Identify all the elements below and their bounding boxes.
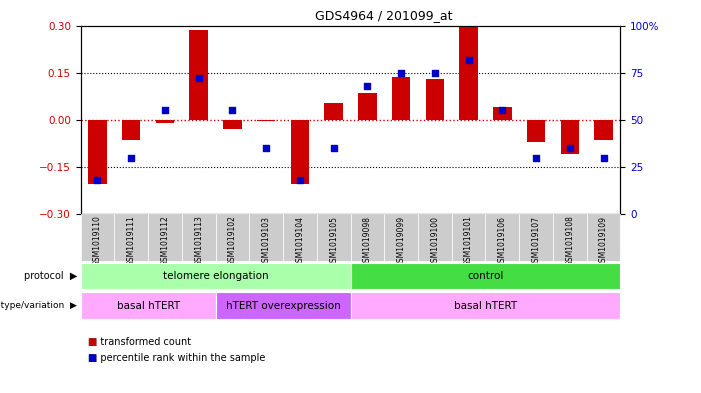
Point — [497, 107, 508, 114]
Bar — [250, 214, 283, 261]
Bar — [459, 26, 478, 120]
Text: ■ percentile rank within the sample: ■ percentile rank within the sample — [88, 353, 265, 363]
Text: GSM1019112: GSM1019112 — [161, 216, 170, 266]
Bar — [81, 292, 216, 319]
Text: ■ transformed count: ■ transformed count — [88, 337, 191, 347]
Bar — [257, 120, 275, 121]
Bar — [519, 214, 553, 261]
Bar — [561, 120, 579, 154]
Text: GSM1019107: GSM1019107 — [531, 216, 540, 266]
Bar — [283, 214, 317, 261]
Bar — [122, 120, 140, 140]
Text: hTERT overexpression: hTERT overexpression — [226, 301, 341, 310]
Text: GSM1019106: GSM1019106 — [498, 216, 507, 266]
Point — [328, 145, 339, 151]
Point — [564, 145, 576, 151]
Point — [598, 154, 609, 161]
Text: protocol  ▶: protocol ▶ — [24, 271, 77, 281]
Bar — [426, 79, 444, 120]
Bar — [291, 120, 309, 184]
Point — [92, 177, 103, 184]
Text: GSM1019100: GSM1019100 — [430, 216, 440, 266]
Text: GSM1019101: GSM1019101 — [464, 216, 473, 266]
Point — [261, 145, 272, 151]
Bar — [553, 214, 587, 261]
Bar — [392, 77, 410, 120]
Text: GSM1019102: GSM1019102 — [228, 216, 237, 266]
Point — [227, 107, 238, 114]
Text: GSM1019113: GSM1019113 — [194, 216, 203, 266]
Text: GSM1019104: GSM1019104 — [295, 216, 304, 266]
Text: GSM1019108: GSM1019108 — [565, 216, 574, 266]
Bar — [156, 120, 175, 123]
Text: GSM1019099: GSM1019099 — [397, 216, 406, 267]
Text: GSM1019098: GSM1019098 — [363, 216, 372, 266]
Bar — [358, 93, 376, 120]
Bar — [418, 214, 451, 261]
Bar — [350, 292, 620, 319]
Bar — [526, 120, 545, 142]
Text: GSM1019109: GSM1019109 — [599, 216, 608, 266]
Bar — [216, 292, 350, 319]
Bar — [451, 214, 485, 261]
Point — [362, 83, 373, 89]
Bar — [182, 214, 216, 261]
Bar — [223, 120, 242, 129]
Bar — [114, 214, 148, 261]
Bar — [350, 263, 620, 289]
Text: ■: ■ — [88, 337, 97, 347]
Text: basal hTERT: basal hTERT — [116, 301, 179, 310]
Point — [193, 75, 204, 81]
Point — [463, 56, 474, 62]
Bar — [88, 120, 107, 184]
Bar — [485, 214, 519, 261]
Text: ■: ■ — [88, 353, 97, 363]
Bar — [81, 214, 114, 261]
Text: basal hTERT: basal hTERT — [454, 301, 517, 310]
Bar — [587, 214, 620, 261]
Text: control: control — [468, 271, 503, 281]
Point — [429, 70, 440, 76]
Bar — [594, 120, 613, 140]
Text: GSM1019105: GSM1019105 — [329, 216, 338, 266]
Text: GSM1019110: GSM1019110 — [93, 216, 102, 266]
Bar — [81, 263, 350, 289]
Text: GSM1019103: GSM1019103 — [261, 216, 271, 266]
Bar — [493, 107, 512, 120]
Point — [395, 70, 407, 76]
Point — [159, 107, 170, 114]
Text: telomere elongation: telomere elongation — [163, 271, 268, 281]
Text: GSM1019111: GSM1019111 — [127, 216, 136, 266]
Bar — [317, 214, 350, 261]
Bar — [350, 214, 384, 261]
Bar — [216, 214, 250, 261]
Point — [531, 154, 542, 161]
Bar — [148, 214, 182, 261]
Point — [125, 154, 137, 161]
Bar — [384, 214, 418, 261]
Point — [294, 177, 306, 184]
Text: GDS4964 / 201099_at: GDS4964 / 201099_at — [315, 9, 453, 22]
Bar — [189, 30, 208, 120]
Bar — [325, 103, 343, 120]
Text: genotype/variation  ▶: genotype/variation ▶ — [0, 301, 77, 310]
